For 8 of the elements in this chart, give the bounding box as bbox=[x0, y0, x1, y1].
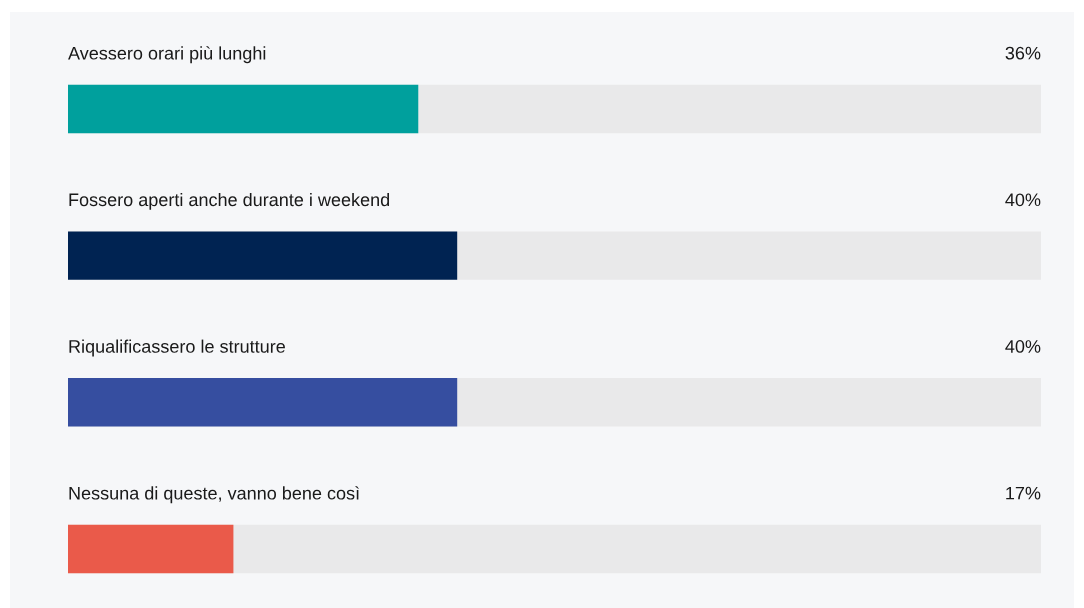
data-label: 40% bbox=[1005, 340, 1041, 353]
y-tick-label: Avessero orari più lunghi bbox=[68, 46, 266, 64]
data-label: 40% bbox=[1005, 193, 1041, 207]
data-label: 17% bbox=[1006, 486, 1041, 500]
y-tick-label: Nessuna di queste, vanno bene così bbox=[69, 486, 359, 504]
y-tick-label: Riqualificassero le strutture bbox=[69, 339, 285, 357]
data-label: 36% bbox=[1005, 46, 1041, 60]
y-tick-label: Fossero aperti anche durante i weekend bbox=[69, 192, 390, 210]
